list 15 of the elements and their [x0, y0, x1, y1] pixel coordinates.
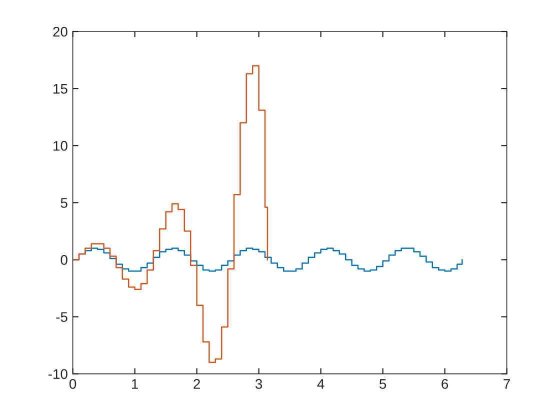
y-tick-label: -5: [56, 312, 68, 322]
y-tick-label: -10: [48, 369, 68, 379]
y-tick-label: 5: [60, 198, 68, 208]
y-tick-label: 10: [54, 140, 68, 151]
y-tick-label: 15: [54, 84, 68, 94]
y-tick-label: 0: [60, 255, 68, 265]
x-tick-label: 4: [317, 379, 324, 389]
x-tick-label: 0: [69, 379, 76, 389]
x-tick-label: 7: [504, 379, 510, 389]
y-tick-label: 20: [53, 26, 68, 37]
x-tick-label: 1: [132, 379, 138, 389]
x-tick-label: 6: [442, 379, 448, 389]
x-tick-label: 3: [255, 379, 262, 389]
x-tick-label: 5: [379, 379, 386, 389]
x-tick-label: 2: [194, 379, 200, 389]
